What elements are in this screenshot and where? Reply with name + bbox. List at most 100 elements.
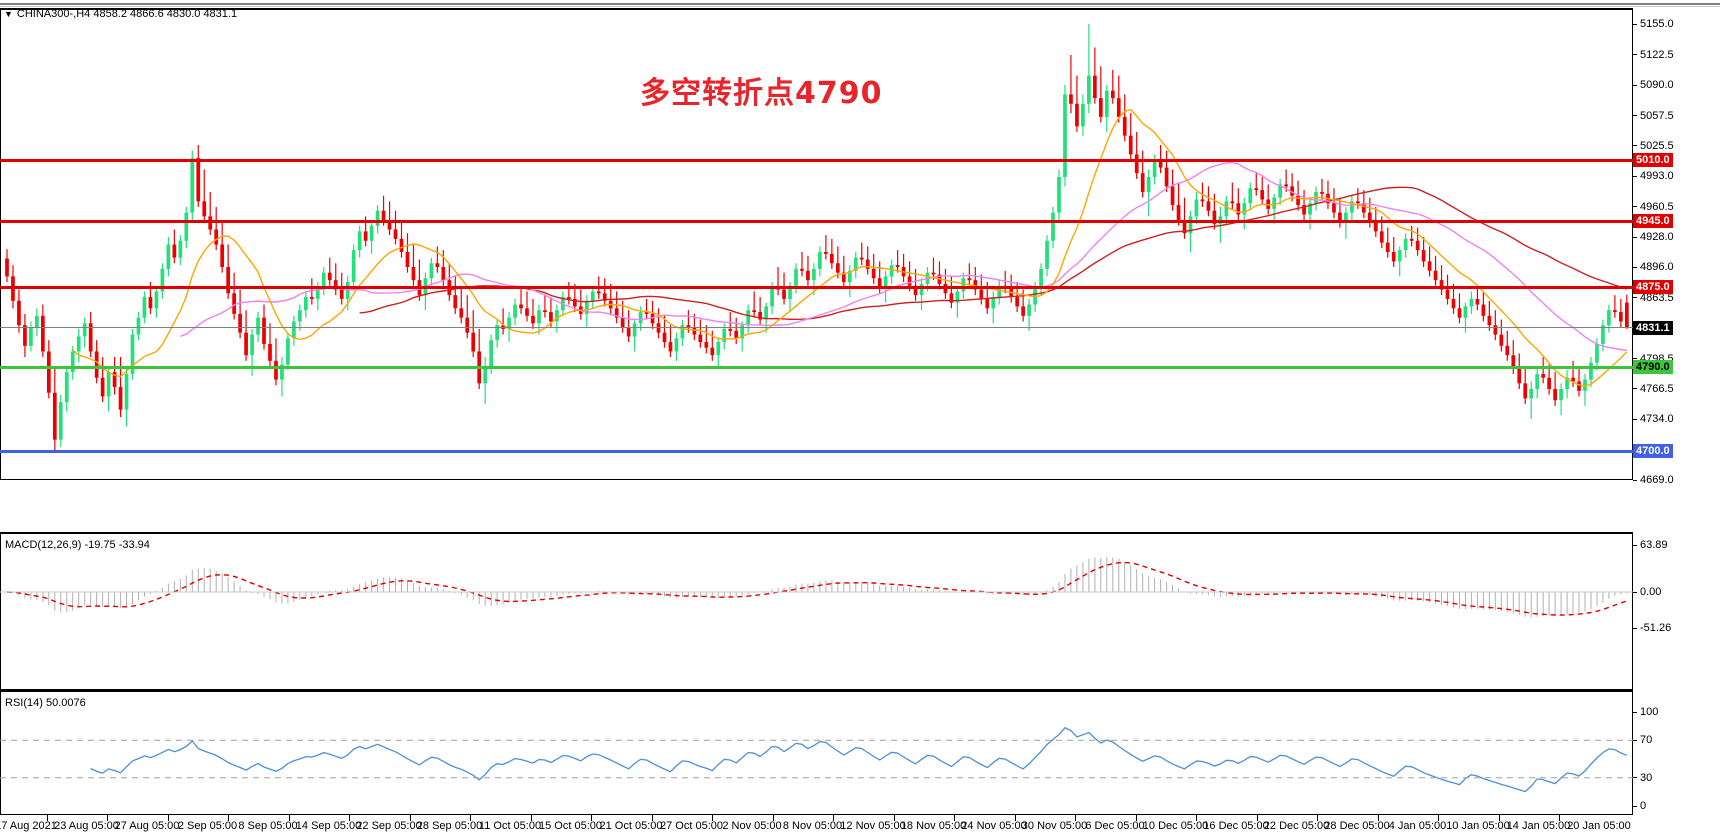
price-tag-4875-0: 4875.0	[1633, 279, 1673, 294]
x-axis[interactable]: 17 Aug 2021 23 Aug 05:00 27 Aug 05:00 2 Sep…	[0, 815, 1720, 840]
x-axis-tick	[107, 815, 108, 821]
rsi-tick: 0	[1633, 800, 1646, 812]
price-tag-4700-0: 4700.0	[1633, 443, 1673, 458]
x-axis-label: 6 Dec 05:00	[1085, 820, 1145, 832]
rsi-axis: 100 70 30 0	[1633, 0, 1720, 840]
price-tick: 4669.0	[1633, 474, 1674, 486]
price-tick: 4734.0	[1633, 413, 1674, 425]
x-axis-tick	[530, 815, 532, 821]
x-axis-label: 14 Sep 05:00	[295, 820, 362, 832]
macd-label: MACD(12,26,9) -19.75 -33.94	[5, 539, 150, 551]
price-tag-4831-1: 4831.1	[1633, 320, 1673, 335]
x-axis-tick	[893, 815, 895, 821]
x-axis-tick	[228, 815, 229, 821]
x-axis-tick	[712, 815, 713, 821]
x-axis-label: 2 Sep 05:00	[177, 820, 238, 832]
macd-tick: -51.26	[1633, 622, 1671, 634]
rsi-panel[interactable]	[0, 690, 1633, 815]
price-level-5010-0[interactable]	[0, 159, 1633, 163]
x-axis-tick	[1498, 815, 1500, 821]
price-level-4790-0[interactable]	[0, 365, 1633, 369]
macd-tick: 63.89	[1633, 539, 1668, 551]
rsi-tick: 70	[1633, 734, 1652, 746]
price-panel[interactable]	[0, 8, 1633, 480]
x-axis-label: 16 Dec 05:00	[1203, 820, 1269, 832]
x-axis-tick	[1135, 815, 1137, 821]
x-axis-tick	[954, 815, 955, 821]
price-level-4700-0[interactable]	[0, 449, 1633, 453]
x-axis-label: 12 Nov 05:00	[840, 820, 906, 832]
price-tick: 5090.0	[1633, 79, 1674, 91]
x-axis-tick	[1317, 815, 1318, 821]
x-axis-label: 15 Oct 05:00	[539, 820, 602, 832]
x-axis-label: 4 Jan 05:00	[1388, 820, 1447, 832]
x-axis-tick	[772, 815, 774, 821]
window-top-border-2	[0, 6, 1720, 7]
window-top-border	[0, 3, 1720, 5]
price-tick: 4928.0	[1633, 231, 1674, 243]
price-tick: 5025.5	[1633, 140, 1674, 152]
x-axis-label: 22 Dec 05:00	[1263, 820, 1330, 832]
x-axis-label: 17 Aug 2021	[0, 820, 57, 832]
price-tick: 4993.0	[1633, 170, 1674, 182]
x-axis-tick	[591, 815, 592, 821]
x-axis-tick	[349, 815, 350, 821]
x-axis-label: 8 Sep 05:00	[238, 820, 298, 832]
x-axis-label: 27 Oct 05:00	[660, 820, 723, 832]
x-axis-label: 28 Sep 05:00	[416, 820, 483, 832]
macd-plot-layer	[0, 557, 1633, 618]
price-tick: 4766.5	[1633, 383, 1674, 395]
macd-tick: 0.00	[1633, 586, 1661, 598]
x-axis-tick	[46, 815, 48, 821]
macd-panel[interactable]	[0, 532, 1633, 690]
price-tick: 4863.5	[1633, 292, 1674, 304]
x-axis-tick	[1196, 815, 1197, 821]
x-axis-label: 10 Jan 05:00	[1446, 820, 1510, 832]
x-axis-label: 2 Nov 05:00	[722, 820, 782, 832]
xaxis-top-border	[0, 814, 1633, 815]
price-tick: 4960.5	[1633, 201, 1674, 213]
x-axis-label: 14 Jan 05:00	[1506, 820, 1571, 832]
chart-header: ▼ CHINA300-,H4 4858.2 4866.6 4830.0 4831.…	[4, 8, 237, 20]
x-axis-label: 10 Dec 05:00	[1142, 820, 1209, 832]
price-candles-layer	[5, 24, 1629, 451]
price-level-4945-0[interactable]	[0, 220, 1633, 223]
x-axis-tick	[1075, 815, 1076, 821]
x-axis-label: 21 Oct 05:00	[599, 820, 663, 832]
x-axis-tick	[470, 815, 471, 821]
x-axis-tick	[1256, 815, 1258, 821]
x-axis-label: 11 Oct 05:00	[478, 820, 542, 832]
x-axis-tick	[651, 815, 653, 821]
rsi-tick: 30	[1633, 772, 1652, 784]
price-tag-4790-0: 4790.0	[1633, 359, 1673, 374]
price-tick: 5155.0	[1633, 18, 1674, 30]
price-tick: 4896.0	[1633, 261, 1674, 273]
x-axis-tick	[833, 815, 834, 821]
x-axis-label: 23 Aug 05:00	[54, 820, 119, 832]
macd-axis: 63.89 0.00 -51.26	[1633, 0, 1720, 840]
price-tag-4945-0: 4945.0	[1633, 214, 1673, 228]
x-axis-label: 30 Nov 05:00	[1021, 820, 1088, 832]
chart-symbol-ohlc: CHINA300-,H4 4858.2 4866.6 4830.0 4831.1	[16, 8, 238, 20]
x-axis-tick	[409, 815, 411, 821]
collapse-arrow-icon[interactable]: ▼	[4, 9, 13, 19]
x-axis-label: 20 Jan 05:00	[1567, 820, 1631, 832]
x-axis-label: 18 Nov 05:00	[900, 820, 967, 832]
price-axis[interactable]: 5155.0 5122.5 5090.0 5057.5 5025.5 4993.0 4960…	[1633, 0, 1720, 486]
rsi-plot-layer	[0, 726, 1633, 793]
price-level-4875-0[interactable]	[0, 285, 1633, 289]
x-axis-tick	[288, 815, 290, 821]
x-axis-label: 27 Aug 05:00	[114, 820, 180, 832]
x-axis-label: 24 Nov 05:00	[961, 820, 1027, 832]
x-axis-tick	[167, 815, 169, 821]
rsi-tick: 100	[1633, 706, 1658, 718]
x-axis-label: 8 Nov 05:00	[782, 820, 843, 832]
x-axis-tick	[1014, 815, 1016, 821]
price-tick: 5057.5	[1633, 110, 1674, 122]
chart-annotation-text: 多空转折点4790	[640, 76, 883, 111]
x-axis-tick	[1377, 815, 1379, 821]
rsi-label: RSI(14) 50.0076	[5, 697, 86, 709]
price-level-4831-1[interactable]	[0, 326, 1633, 328]
x-axis-label: 22 Sep 05:00	[356, 820, 422, 832]
